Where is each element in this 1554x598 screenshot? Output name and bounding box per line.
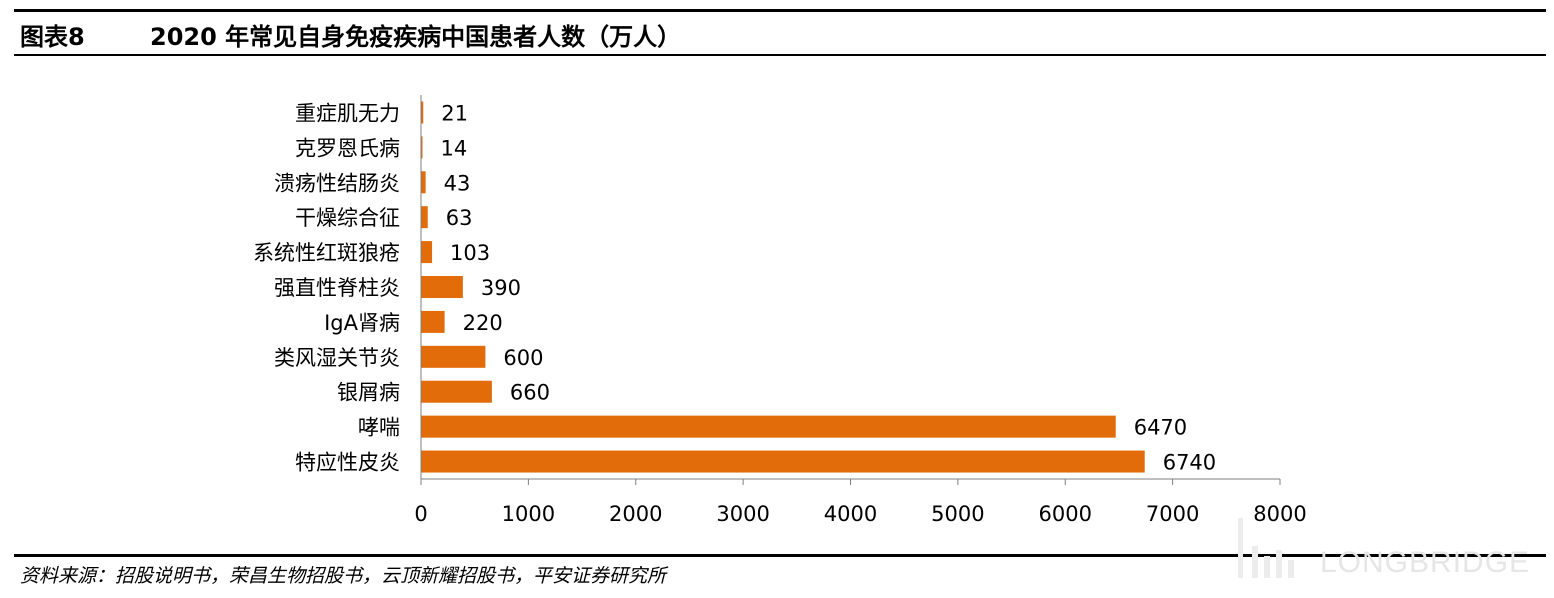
watermark: LONGBRIDGE [1236,516,1536,580]
x-tick-label: 4000 [824,502,877,526]
category-label: 系统性红斑狼疮 [253,241,400,265]
category-label: 类风湿关节炎 [274,346,400,370]
x-tick-label: 7000 [1146,502,1199,526]
category-label: 哮喘 [358,416,400,440]
bars-group [421,101,1145,473]
title-rule [14,54,1546,56]
x-tick-label: 2000 [609,502,662,526]
data-label: 63 [446,206,473,230]
bar [421,101,424,124]
x-tick-label: 0 [414,502,427,526]
data-label: 14 [441,136,468,160]
watermark-text: LONGBRIDGE [1320,546,1531,579]
bar [421,241,433,264]
bar [421,450,1145,473]
data-label: 660 [510,381,550,405]
data-label: 6470 [1134,416,1187,440]
data-label: 103 [450,241,490,265]
x-tick-label: 8000 [1253,502,1306,526]
data-label: 600 [503,346,543,370]
bar [421,310,445,333]
x-tick-labels: 0 1000 2000 3000 4000 5000 6000 7000 8000 [414,502,1306,526]
bar [421,345,486,368]
source-note: 资料来源：招股说明书，荣昌生物招股书，云顶新耀招股书，平安证券研究所 [20,565,667,587]
top-rule [14,9,1546,12]
x-axis [420,95,1281,485]
watermark-logo-icon [1238,518,1294,578]
x-tick-label: 5000 [931,502,984,526]
category-label: IgA肾病 [324,311,400,335]
category-label: 溃疡性结肠炎 [274,171,400,195]
category-label: 克罗恩氏病 [295,136,400,160]
data-label: 220 [463,311,503,335]
category-label: 特应性皮炎 [295,451,400,475]
x-tick-label: 3000 [716,502,769,526]
bar [421,136,423,159]
data-label: 6740 [1163,451,1216,475]
bar [421,415,1116,438]
bar [421,171,426,194]
category-label: 重症肌无力 [295,101,400,125]
figure-number: 图表8 [20,23,85,51]
x-tick-label: 6000 [1039,502,1092,526]
figure-title: 图表8 2020 年常见自身免疫疾病中国患者人数（万人） [20,17,681,52]
bottom-rule [14,554,1546,557]
category-label: 干燥综合征 [295,206,400,230]
category-label: 强直性脊柱炎 [274,276,400,300]
figure-title-text: 2020 年常见自身免疫疾病中国患者人数（万人） [150,23,682,51]
data-label: 21 [441,101,468,125]
bar [421,380,492,403]
data-label: 390 [481,276,521,300]
bar [421,206,428,229]
bar [421,276,463,298]
category-label: 银屑病 [337,381,400,405]
data-label: 43 [444,171,471,195]
x-tick-label: 1000 [502,502,555,526]
